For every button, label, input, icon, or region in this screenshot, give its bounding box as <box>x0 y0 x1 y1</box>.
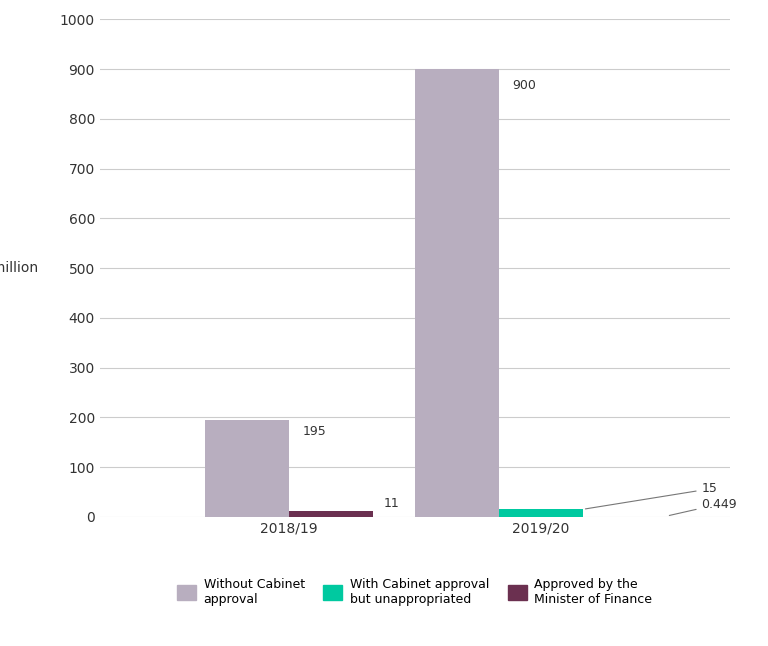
Bar <box>289 512 372 517</box>
Text: 900: 900 <box>513 79 537 92</box>
Legend: Without Cabinet
approval, With Cabinet approval
but unappropriated, Approved by : Without Cabinet approval, With Cabinet a… <box>172 573 657 610</box>
Text: 195: 195 <box>303 425 326 438</box>
Bar <box>415 69 498 517</box>
Y-axis label: $million: $million <box>0 261 39 275</box>
Text: 11: 11 <box>383 497 399 510</box>
Bar <box>205 420 289 517</box>
Text: 15: 15 <box>585 483 717 509</box>
Bar <box>498 509 583 517</box>
Text: 0.449: 0.449 <box>670 497 737 516</box>
